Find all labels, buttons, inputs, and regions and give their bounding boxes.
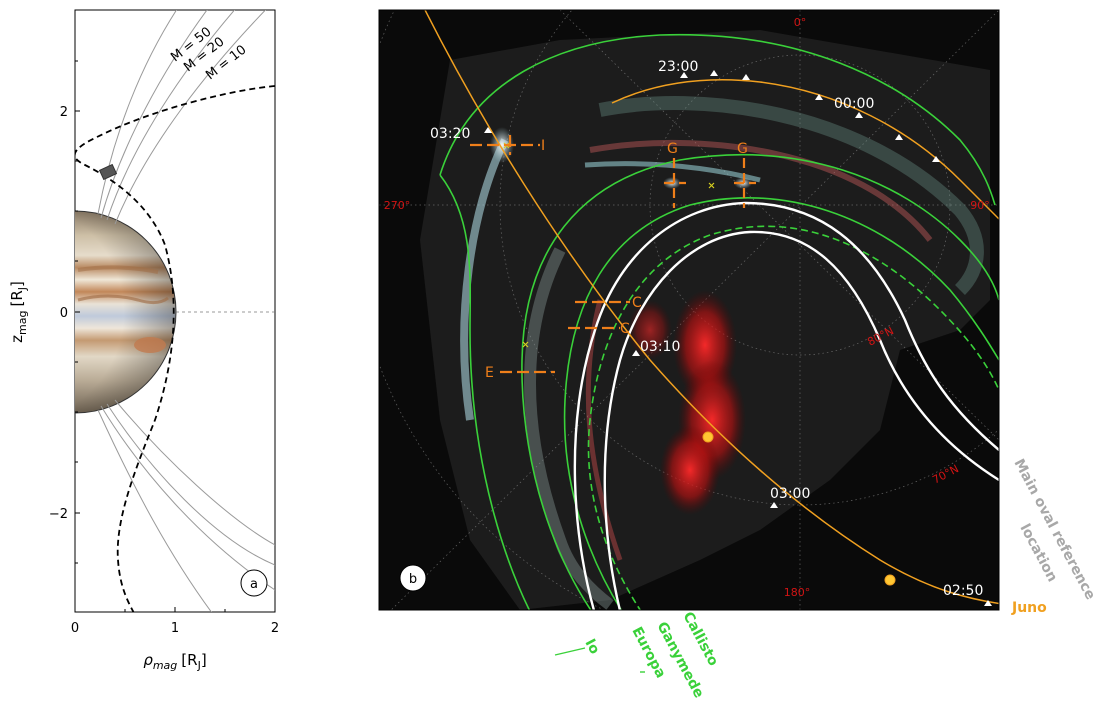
moon-label-io: Io (581, 636, 602, 657)
y-tick-0: 0 (60, 306, 68, 321)
y-tick-minus2: −2 (49, 507, 68, 522)
io-footprint (439, 33, 996, 610)
time-label-2300: 23:00 (658, 59, 698, 75)
ganymede-footprint (563, 197, 999, 610)
y-axis-label-a: zmag[RJ] (8, 281, 29, 343)
juno-trajectory-b (424, 10, 999, 605)
y-axis-a (75, 60, 80, 564)
juno-trajectory-a (75, 85, 275, 612)
feature-label-c1: C (632, 295, 642, 311)
longitude-label-270: 270° (384, 199, 411, 212)
feature-label-i: I (541, 138, 545, 154)
feature-label-g1: G (667, 141, 678, 157)
panel-b: 0° 270° 90° 180° 80°N 70°N 23:00 00:00 0… (378, 9, 1098, 701)
time-label-0250: 02:50 (943, 583, 983, 599)
x-tick-2: 2 (271, 621, 279, 636)
main-oval-reference (573, 201, 999, 610)
marker-i (470, 135, 540, 155)
time-label-0320: 03:20 (430, 126, 470, 142)
feature-label-g2: G (737, 141, 748, 157)
field-line-m20 (106, 10, 236, 221)
panel-a: M = 50 M = 20 M = 10 2 0 −2 0 1 2 zmag[R… (8, 9, 279, 672)
x-tick-1: 1 (171, 621, 179, 636)
longitude-label-180: 180° (784, 586, 811, 599)
x-axis-a (74, 607, 276, 612)
panel-b-badge-label: b (409, 572, 417, 587)
juno-location-marker (98, 163, 118, 181)
feature-markers (470, 135, 756, 374)
field-line-m10 (114, 10, 267, 225)
juno-position-marker-1 (702, 431, 714, 443)
moon-footprint-contours (439, 33, 999, 610)
panel-b-frame (378, 9, 1000, 611)
juno-time-ticks (484, 70, 992, 606)
y-tick-2: 2 (60, 105, 68, 120)
feature-label-c2: C (620, 321, 630, 337)
marker-g2 (734, 158, 756, 208)
juno-trajectory-arc (611, 79, 999, 221)
callisto-footprint (587, 225, 999, 610)
x-tick-0: 0 (71, 621, 79, 636)
longitude-label-90: 90° (970, 199, 990, 212)
panel-a-badge (240, 569, 268, 597)
longitude-label-0: 0° (794, 16, 807, 29)
red-diffuse-emission (628, 290, 746, 515)
bright-spot-i (490, 127, 514, 163)
moon-label-leaders (554, 647, 645, 673)
europa-footprint (521, 154, 999, 610)
panel-a-badge-label: a (250, 577, 258, 592)
juno-label: Juno (1011, 600, 1047, 616)
time-label-0000: 00:00 (834, 96, 874, 112)
time-label-0300: 03:00 (770, 486, 810, 502)
jupiter-disk (75, 210, 177, 414)
time-label-0310: 03:10 (640, 339, 680, 355)
panel-b-badge (399, 564, 427, 592)
x-axis-label-a: ρmag [RJ] (143, 651, 206, 672)
feature-label-e: E (485, 365, 494, 381)
marker-g1 (664, 158, 686, 208)
juno-position-marker-2 (884, 574, 896, 586)
field-line-m50 (100, 10, 208, 219)
field-lines (97, 10, 275, 612)
polar-grid (379, 10, 999, 610)
